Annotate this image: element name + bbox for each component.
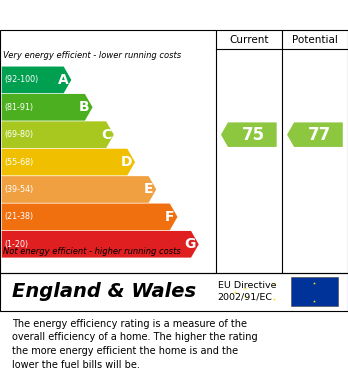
Polygon shape — [2, 121, 114, 148]
Text: D: D — [121, 155, 132, 169]
Text: England & Wales: England & Wales — [12, 282, 196, 301]
Text: Very energy efficient - lower running costs: Very energy efficient - lower running co… — [3, 51, 181, 60]
Text: Energy Efficiency Rating: Energy Efficiency Rating — [12, 7, 222, 23]
Text: Potential: Potential — [292, 34, 338, 45]
Polygon shape — [2, 149, 135, 176]
Text: (92-100): (92-100) — [4, 75, 38, 84]
Text: Current: Current — [229, 34, 269, 45]
Text: (21-38): (21-38) — [4, 212, 33, 221]
Polygon shape — [287, 122, 343, 147]
Polygon shape — [2, 94, 93, 120]
Polygon shape — [221, 122, 277, 147]
Bar — [291, 278, 338, 306]
Text: 75: 75 — [242, 126, 264, 143]
Text: B: B — [79, 100, 90, 114]
Text: A: A — [58, 73, 69, 87]
Polygon shape — [2, 231, 199, 258]
Text: Not energy efficient - higher running costs: Not energy efficient - higher running co… — [3, 248, 181, 256]
Text: The energy efficiency rating is a measure of the
overall efficiency of a home. T: The energy efficiency rating is a measur… — [12, 319, 258, 369]
Polygon shape — [2, 176, 156, 203]
Text: C: C — [101, 128, 111, 142]
Text: 77: 77 — [308, 126, 331, 143]
Polygon shape — [2, 204, 177, 230]
Text: (69-80): (69-80) — [4, 130, 33, 139]
Polygon shape — [2, 66, 71, 93]
Text: E: E — [144, 183, 153, 197]
Text: EU Directive
2002/91/EC: EU Directive 2002/91/EC — [218, 281, 276, 301]
Text: (55-68): (55-68) — [4, 158, 33, 167]
Text: (1-20): (1-20) — [4, 240, 28, 249]
Text: (39-54): (39-54) — [4, 185, 33, 194]
Text: (81-91): (81-91) — [4, 103, 33, 112]
Text: F: F — [165, 210, 175, 224]
Text: G: G — [184, 237, 196, 251]
